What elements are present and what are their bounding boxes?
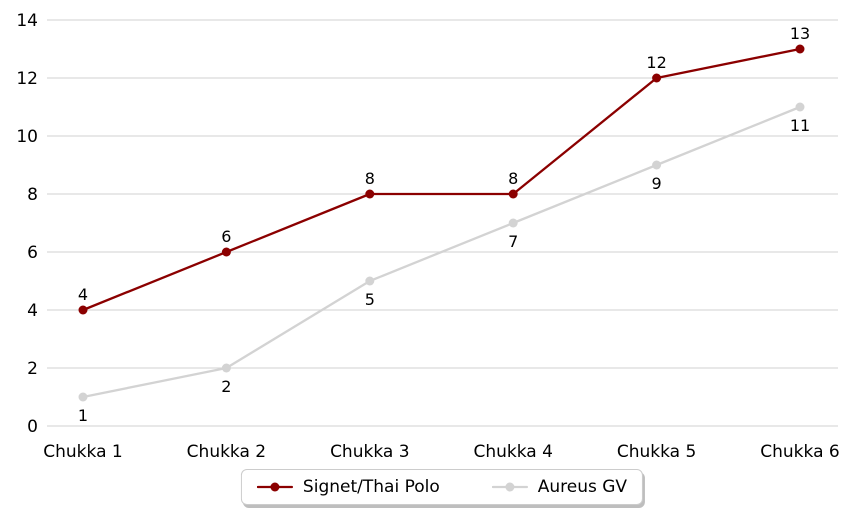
x-tick-label: Chukka 2 [187,442,266,462]
series-line [81,105,802,399]
x-tick-label: Chukka 1 [43,442,122,462]
x-tick-label: Chukka 5 [617,442,696,462]
y-tick-label: 4 [27,301,38,321]
y-tick-label: 10 [16,127,38,147]
x-tick-label: Chukka 3 [330,442,409,462]
data-label: 1 [78,406,88,425]
legend-line-sample-icon [256,482,293,492]
x-tick-label: Chukka 6 [760,442,839,462]
data-label: 8 [365,169,375,188]
y-tick-label: 8 [27,185,38,205]
data-point [652,160,662,170]
data-label: 2 [221,377,231,396]
data-point [508,189,518,199]
data-label: 12 [646,53,666,72]
legend-label: Signet/Thai Polo [302,477,440,497]
data-point [508,218,518,228]
data-label: 9 [652,174,662,193]
data-point [365,189,375,199]
x-tick-label: Chukka 4 [473,442,552,462]
series-line [81,47,802,312]
y-tick-label: 0 [27,417,38,437]
data-point [78,392,88,402]
data-point [221,247,231,257]
data-label: 7 [508,232,518,251]
legend-item-signet-thai-polo: Signet/Thai Polo [256,477,440,497]
data-point [795,102,805,112]
legend: Signet/Thai Polo Aureus GV [240,469,644,505]
data-label: 8 [508,169,518,188]
data-label: 11 [790,116,810,135]
data-label: 6 [221,227,231,246]
legend-line-sample-icon [491,482,528,492]
data-label: 4 [78,285,88,304]
data-point [78,305,88,315]
legend-sample-shape [505,482,515,492]
data-label: 13 [790,24,810,43]
data-point [652,73,662,83]
legend-label: Aureus GV [537,477,628,497]
data-label: 5 [365,290,375,309]
y-tick-label: 14 [16,11,38,31]
legend-item-aureus-gv: Aureus GV [491,477,628,497]
legend-sample-shape [270,482,280,492]
y-tick-label: 12 [16,69,38,89]
data-point [365,276,375,286]
y-tick-label: 6 [27,243,38,263]
data-point [221,363,231,373]
y-tick-label: 2 [27,359,38,379]
data-point [795,44,805,54]
